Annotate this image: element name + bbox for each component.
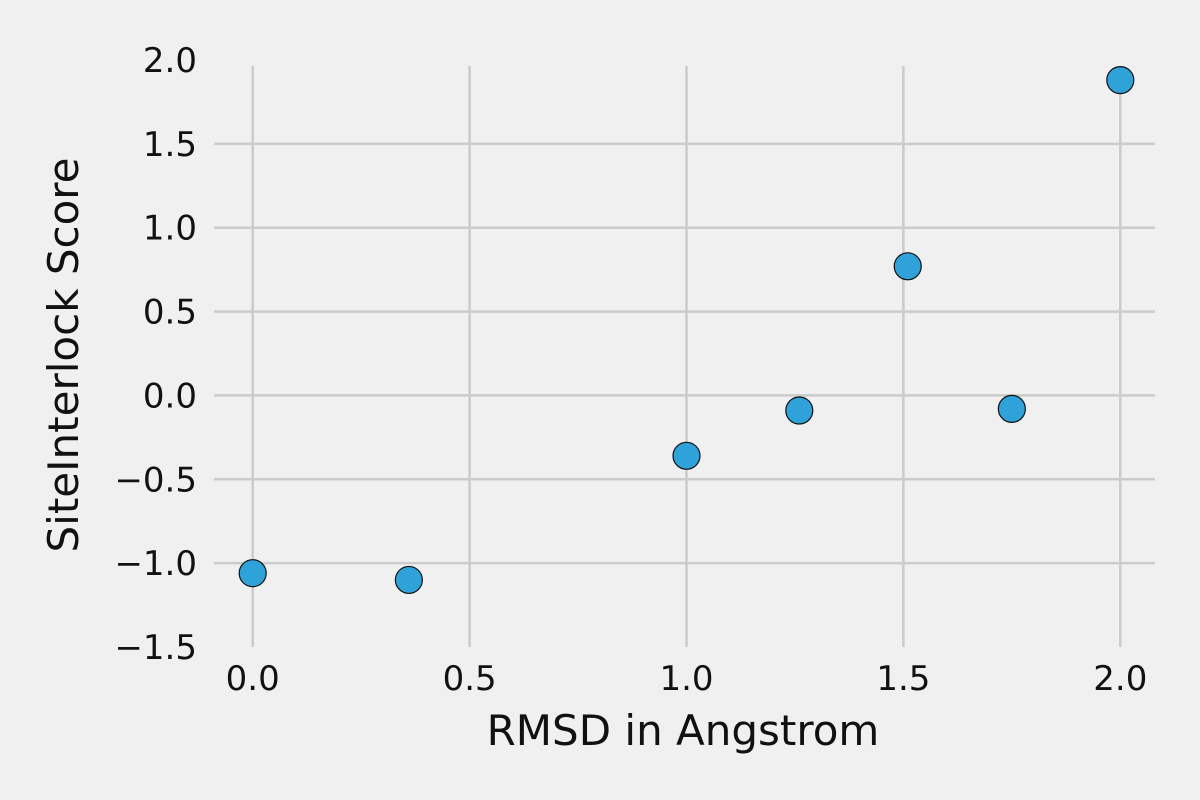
y-tick-label: −1.5 [114,628,197,668]
scatter-point [893,252,922,281]
grid-lines [214,66,1155,647]
x-tick-label: 0.5 [443,659,497,699]
scatter-point [394,565,423,595]
x-tick-label: 0.0 [226,659,280,699]
x-tick-label: 1.0 [659,659,713,699]
x-tick-label: 2.0 [1093,659,1147,699]
data-points [238,66,1135,595]
scatter-point [672,441,701,470]
y-tick-label: 1.5 [143,125,197,165]
x-axis-label: RMSD in Angstrom [487,706,880,755]
y-tick-label: 2.0 [143,41,197,81]
x-tick-label: 1.5 [876,659,930,699]
y-tick-label: 0.0 [143,376,197,416]
y-axis-label: SiteInterlock Score [39,158,88,553]
y-tick-label: −0.5 [114,460,197,500]
tick-labels: 0.0 0.5 1.0 1.5 2.0 −1.5 −1.0 −0.5 0.0 0.5 1.0 1.5 2… [114,41,1147,699]
y-tick-label: 0.5 [143,293,197,333]
y-tick-label: 1.0 [143,209,197,249]
scatter-point [1106,66,1135,95]
y-tick-label: −1.0 [114,544,197,584]
scatter-point [238,559,267,588]
scatter-point [785,396,814,425]
scatter-point [997,394,1026,423]
